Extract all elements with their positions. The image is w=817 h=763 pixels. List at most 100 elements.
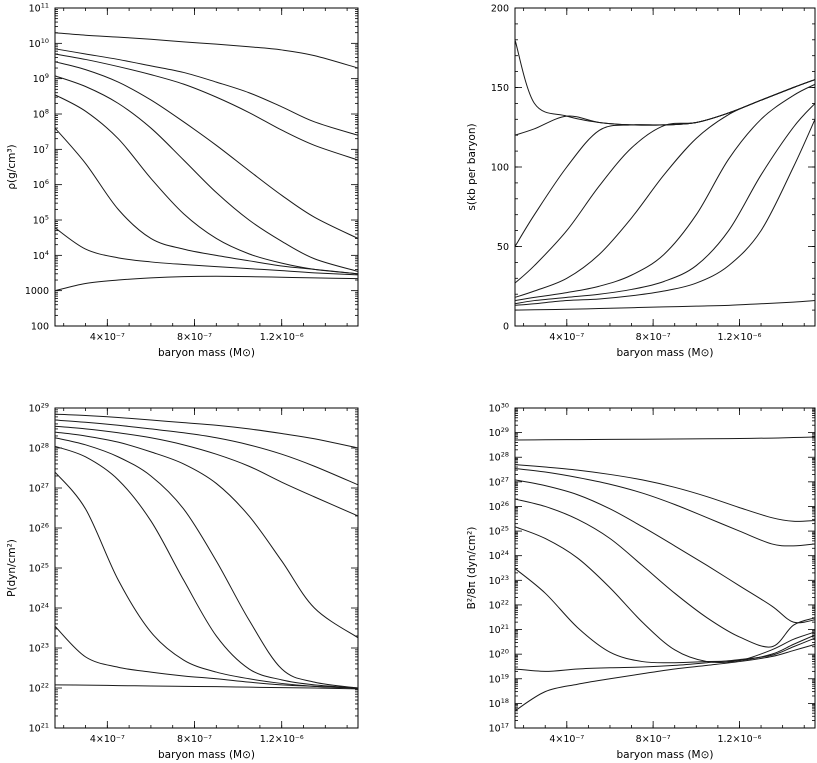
series-line-4 — [54, 61, 359, 239]
x-tick-label: 4×10⁻⁷ — [90, 734, 125, 745]
panel-4: 1017 1018 1019 1020 1021 1022 1023 1024 1025 1026… — [466, 402, 816, 761]
y-tick-label: 1020 — [489, 648, 509, 661]
y-tick-label: 104 — [33, 249, 49, 262]
y-tick-label: 1028 — [29, 442, 49, 455]
x-tick-label: 4×10⁻⁷ — [549, 332, 584, 343]
y-tick-label: 200 — [491, 4, 509, 15]
y-tick-label: 1024 — [489, 549, 509, 562]
series-line-8 — [514, 119, 816, 306]
y-tick-label: 100 — [491, 163, 509, 174]
panel-3: 1021 1022 1023 1024 1025 1026 1027 1028 1029 4×10… — [6, 402, 359, 761]
y-tick-label: 108 — [33, 108, 49, 121]
series-line-4 — [514, 479, 816, 624]
y-tick-label: 150 — [491, 83, 509, 94]
y-tick-label: 1030 — [489, 402, 509, 415]
series-line-4 — [54, 431, 359, 639]
panel-2: 0 50 100 150 200 4×10⁻⁷ 8×10⁻⁷ 1.2×10⁻⁶ baryon m… — [466, 4, 816, 359]
x-tick-label: 8×10⁻⁷ — [636, 332, 671, 343]
y-tick-label: 1027 — [489, 475, 509, 488]
y-tick-label: 1022 — [489, 598, 509, 611]
series-line-6 — [514, 83, 816, 302]
y-tick-label: 105 — [33, 214, 49, 227]
x-axis-label: baryon mass (M⊙) — [158, 347, 255, 359]
y-tick-label: 106 — [33, 178, 49, 191]
series-line-2 — [514, 464, 816, 522]
y-tick-label: 1022 — [29, 682, 49, 695]
plot-frame — [514, 407, 816, 729]
y-tick-label: 1000 — [25, 286, 49, 297]
y-tick-label: 1011 — [29, 2, 49, 15]
series-line-9 — [54, 684, 359, 690]
y-tick-label: 1019 — [489, 672, 509, 685]
series-line-1 — [514, 39, 816, 126]
y-tick-label: 1025 — [489, 525, 509, 538]
series-line-1 — [514, 436, 816, 441]
x-tick-label: 1.2×10⁻⁶ — [717, 332, 761, 343]
x-tick-label: 8×10⁻⁷ — [177, 734, 212, 745]
y-tick-label: 1021 — [29, 722, 49, 735]
x-tick-label: 8×10⁻⁷ — [636, 734, 671, 745]
y-tick-label: 100 — [31, 322, 49, 333]
series-line-6 — [54, 94, 359, 275]
plot-frame — [54, 7, 359, 327]
y-tick-label: 1027 — [29, 482, 49, 495]
series-line-1 — [54, 32, 359, 69]
series-line-2 — [514, 79, 816, 136]
x-tick-label: 1.2×10⁻⁶ — [717, 734, 761, 745]
series-line-5 — [514, 79, 816, 298]
series-line-8 — [54, 625, 359, 689]
y-tick-label: 107 — [33, 143, 49, 156]
y-tick-label: 1028 — [489, 451, 509, 464]
y-tick-label: 0 — [503, 322, 509, 333]
series-line-8 — [54, 227, 359, 276]
y-tick-label: 1026 — [29, 522, 49, 535]
series-line-3 — [514, 79, 816, 247]
panel-1: 100 1000 104 105 106 107 108 109 1010 1011 4×10⁻⁷ 8… — [6, 2, 359, 359]
series-line-3 — [54, 425, 359, 517]
y-tick-label: 109 — [33, 72, 49, 85]
y-tick-label: 1025 — [29, 562, 49, 575]
y-tick-label: 1023 — [29, 642, 49, 655]
series-line-7 — [54, 127, 359, 275]
y-tick-label: 50 — [497, 242, 509, 253]
series-line-3 — [54, 53, 359, 161]
plot-frame — [514, 7, 816, 327]
series-line-7 — [54, 471, 359, 689]
series-line-5 — [514, 498, 816, 648]
y-axis-label: P(dyn/cm²) — [6, 539, 18, 597]
series-line-7 — [514, 103, 816, 305]
series-line-1 — [54, 413, 359, 449]
y-axis-label: ρ(g/cm³) — [6, 144, 18, 189]
series-line-8 — [514, 637, 816, 672]
y-tick-label: 1021 — [489, 623, 509, 636]
series-line-6 — [54, 445, 359, 689]
y-tick-label: 1023 — [489, 574, 509, 587]
series-line-3 — [514, 467, 816, 547]
x-axis-label: baryon mass (M⊙) — [616, 749, 713, 761]
series-line-5 — [54, 437, 359, 689]
series-line-5 — [54, 75, 359, 272]
x-tick-label: 1.2×10⁻⁶ — [260, 734, 304, 745]
series-line-2 — [54, 48, 359, 136]
y-tick-label: 1017 — [489, 722, 509, 735]
plot-frame — [54, 407, 359, 729]
y-tick-label: 1018 — [489, 697, 509, 710]
y-tick-label: 1010 — [29, 37, 49, 50]
x-axis-label: baryon mass (M⊙) — [616, 347, 713, 359]
y-tick-label: 1026 — [489, 500, 509, 513]
series-line-9 — [514, 300, 816, 311]
x-axis-label: baryon mass (M⊙) — [158, 749, 255, 761]
y-tick-label: 1024 — [29, 602, 49, 615]
x-tick-label: 4×10⁻⁷ — [549, 734, 584, 745]
y-tick-label: 1029 — [29, 402, 49, 415]
y-axis-label: s(kb per baryon) — [466, 123, 478, 210]
x-tick-label: 8×10⁻⁷ — [177, 332, 212, 343]
series-line-9 — [514, 643, 816, 712]
series-line-2 — [54, 419, 359, 486]
series-line-9 — [54, 275, 359, 292]
y-tick-label: 1029 — [489, 426, 509, 439]
y-axis-label: B²/8π (dyn/cm²) — [466, 527, 478, 610]
x-tick-label: 1.2×10⁻⁶ — [260, 332, 304, 343]
series-line-4 — [514, 79, 816, 284]
